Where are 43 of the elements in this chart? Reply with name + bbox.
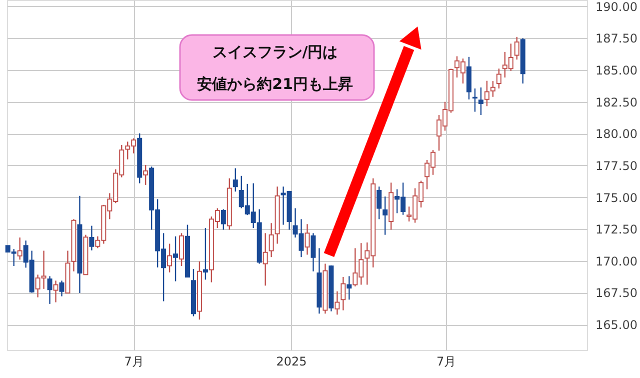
candlestick (268, 222, 274, 258)
candlestick (59, 280, 64, 297)
x-tick-label: 2025 (276, 354, 307, 368)
candlestick (47, 276, 52, 305)
y-tick-label: 167.50 (596, 286, 638, 300)
y-tick-label: 177.50 (596, 158, 638, 173)
candlestick (173, 236, 178, 282)
candlestick (143, 164, 148, 186)
y-tick-label: 187.50 (596, 32, 638, 46)
x-tick-label: 7月 (124, 354, 144, 368)
candlestick (202, 227, 208, 280)
candlestick (220, 208, 226, 230)
candlestick (496, 68, 502, 90)
candlestick (334, 290, 340, 316)
candlestick (376, 186, 382, 220)
annotation: スイスフラン/円は (212, 43, 338, 61)
candlestick (232, 168, 238, 192)
candlestick (310, 232, 316, 272)
candlestick (478, 86, 484, 116)
candlestick (490, 80, 496, 98)
candlestick (484, 80, 490, 107)
annotation: 安値から約21円も上昇 (197, 75, 353, 93)
candlestick (346, 276, 352, 300)
y-tick-label: 190.00 (596, 0, 638, 14)
candlestick (89, 225, 94, 251)
candlestick (167, 243, 172, 273)
candlestick (53, 280, 58, 303)
y-tick-label: 172.50 (596, 222, 638, 237)
candlestick (340, 276, 346, 311)
y-tick-label: 170.00 (596, 254, 638, 268)
y-tick-label: 165.00 (596, 318, 638, 332)
y-tick-label: 182.50 (596, 95, 638, 110)
candlestick (304, 224, 310, 256)
y-tick-label: 180.00 (596, 127, 638, 142)
y-tick-label: 185.00 (596, 64, 638, 78)
candlestick (179, 232, 184, 267)
y-tick-label: 175.00 (596, 190, 638, 205)
candlestick (262, 232, 268, 286)
candlestick (382, 196, 388, 236)
candlestick (472, 88, 478, 112)
x-tick-label: 7月 (436, 354, 456, 368)
candlestick (17, 236, 22, 260)
candlestick (514, 36, 520, 60)
